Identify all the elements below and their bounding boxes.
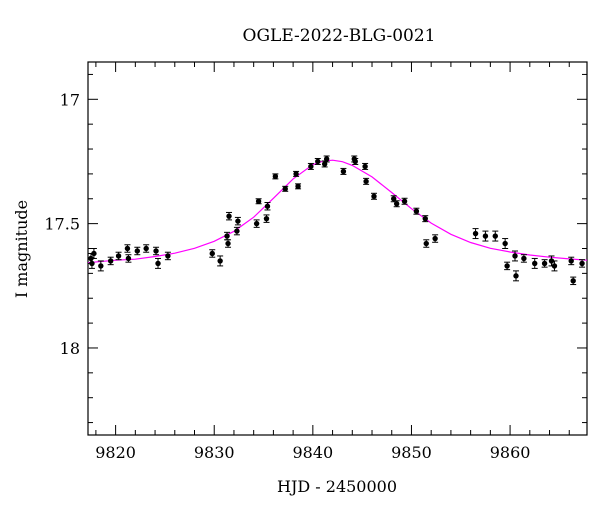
data-point	[492, 233, 498, 239]
data-point	[579, 260, 585, 267]
data-point	[422, 215, 428, 222]
data-point	[165, 253, 171, 259]
data-point	[224, 233, 230, 239]
data-point	[293, 171, 299, 177]
y-tick-label: 17	[60, 90, 80, 109]
data-point	[568, 258, 574, 264]
data-point	[295, 183, 301, 190]
data-point	[472, 230, 479, 237]
data-point	[352, 158, 358, 165]
chart-title: OGLE-2022-BLG-0021	[243, 26, 436, 46]
data-point	[217, 258, 223, 264]
data-point	[89, 260, 95, 267]
data-point	[502, 240, 508, 247]
data-point	[235, 218, 241, 224]
data-point	[363, 178, 369, 185]
x-axis-label: HJD - 2450000	[277, 477, 397, 496]
model-curve	[87, 159, 588, 264]
data-point	[143, 245, 149, 252]
data-point	[253, 220, 260, 227]
data-point	[391, 196, 397, 202]
data-point	[226, 213, 232, 219]
data-point	[413, 208, 420, 214]
data-point	[134, 248, 141, 254]
data-point	[321, 161, 328, 167]
data-point	[91, 250, 97, 257]
data-point	[423, 240, 429, 247]
x-tick-label: 9860	[490, 443, 531, 462]
data-point	[393, 201, 400, 207]
data-point	[362, 163, 368, 170]
data-point	[432, 235, 438, 242]
plot-frame	[87, 61, 588, 436]
data-point	[282, 186, 288, 192]
data-point	[551, 263, 558, 269]
data-point	[124, 245, 131, 252]
data-point	[98, 263, 104, 269]
data-point	[513, 273, 519, 279]
y-tick-label: 18	[60, 339, 80, 358]
data-point	[255, 198, 262, 204]
data-point	[263, 215, 270, 222]
x-tick-label: 9820	[95, 443, 136, 462]
data-point	[541, 260, 548, 267]
data-point	[125, 255, 132, 262]
data-point	[234, 228, 240, 234]
data-point	[323, 156, 330, 162]
data-point	[532, 260, 538, 267]
data-point	[401, 198, 408, 204]
x-tick-label: 9850	[391, 443, 432, 462]
data-point	[308, 163, 314, 170]
data-point	[521, 255, 527, 262]
data-point	[264, 203, 271, 209]
data-point	[371, 193, 377, 199]
data-point	[153, 248, 159, 254]
data-point	[504, 263, 510, 269]
data-point	[225, 240, 231, 247]
data-point	[115, 253, 122, 259]
data-point	[482, 233, 489, 239]
data-point	[570, 278, 576, 284]
data-point	[209, 250, 215, 257]
plot-area: 9820 9830 9840 9850 9860 17 17.5 18	[44, 61, 588, 462]
data-point	[340, 168, 347, 175]
y-tick-label: 17.5	[44, 215, 80, 234]
x-tick-label: 9840	[292, 443, 333, 462]
data-point	[155, 260, 161, 267]
y-axis-label: I magnitude	[12, 200, 31, 298]
data-point	[272, 173, 279, 180]
data-point	[512, 253, 518, 259]
x-tick-label: 9830	[194, 443, 235, 462]
data-point	[315, 158, 321, 165]
data-point	[107, 258, 114, 264]
